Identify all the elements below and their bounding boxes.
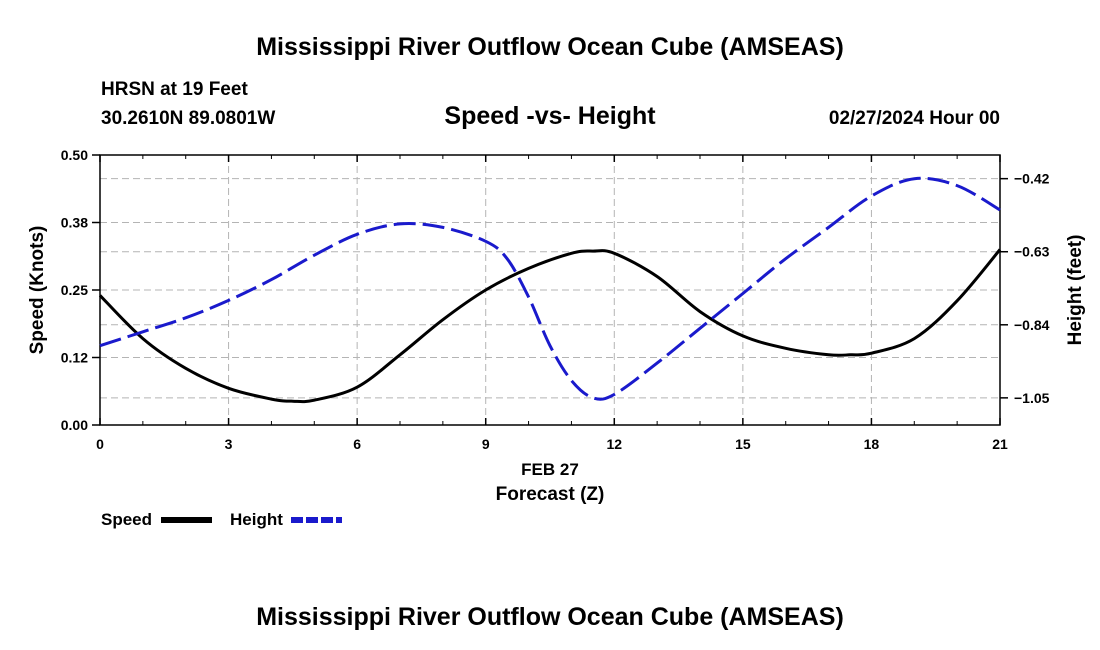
height-series-line <box>99 176 1001 401</box>
x-tick-label: 15 <box>735 436 751 452</box>
x-tick-label: 18 <box>864 436 880 452</box>
station-label: HRSN at 19 Feet <box>101 79 248 100</box>
date-label: 02/27/2024 Hour 00 <box>829 108 1000 129</box>
chart-title: Mississippi River Outflow Ocean Cube (AM… <box>256 33 844 61</box>
x-tick-label: 12 <box>606 436 622 452</box>
axis-ticks: 0 3 6 9 12 15 18 21 0.00 0.12 0.25 0.38 0.50 −1.05 −0.… <box>61 147 1050 452</box>
y2-axis-label: Height (feet) <box>1065 235 1086 346</box>
footer-title: Mississippi River Outflow Ocean Cube (AM… <box>256 603 844 631</box>
y-tick-label: 0.12 <box>61 350 88 366</box>
x-tick-label: 9 <box>482 436 490 452</box>
coordinates-label: 30.2610N 89.0801W <box>101 108 275 129</box>
chart-subtitle: Speed -vs- Height <box>444 102 656 130</box>
x-tick-label: 6 <box>353 436 361 452</box>
x-tick-label: 0 <box>96 436 104 452</box>
legend-speed-label: Speed <box>101 510 152 529</box>
x-tick-label: 3 <box>225 436 233 452</box>
series-lines <box>98 176 1002 404</box>
y2-tick-label: −1.05 <box>1014 390 1050 406</box>
legend-height-label: Height <box>230 510 283 529</box>
legend: Speed Height <box>101 510 342 529</box>
y-tick-label: 0.25 <box>61 282 88 298</box>
y-tick-label: 0.38 <box>61 215 88 231</box>
y2-tick-label: −0.63 <box>1014 244 1050 260</box>
y-tick-label: 0.50 <box>61 147 88 163</box>
grid-lines <box>100 155 1000 425</box>
x-axis-label: Forecast (Z) <box>496 484 605 505</box>
x-axis-date-label: FEB 27 <box>521 460 579 479</box>
speed-series-line <box>98 248 1002 404</box>
y2-tick-label: −0.84 <box>1014 317 1050 333</box>
x-tick-label: 21 <box>992 436 1008 452</box>
y2-tick-label: −0.42 <box>1014 171 1050 187</box>
y-axis-label: Speed (Knots) <box>27 226 48 355</box>
y-tick-label: 0.00 <box>61 417 88 433</box>
